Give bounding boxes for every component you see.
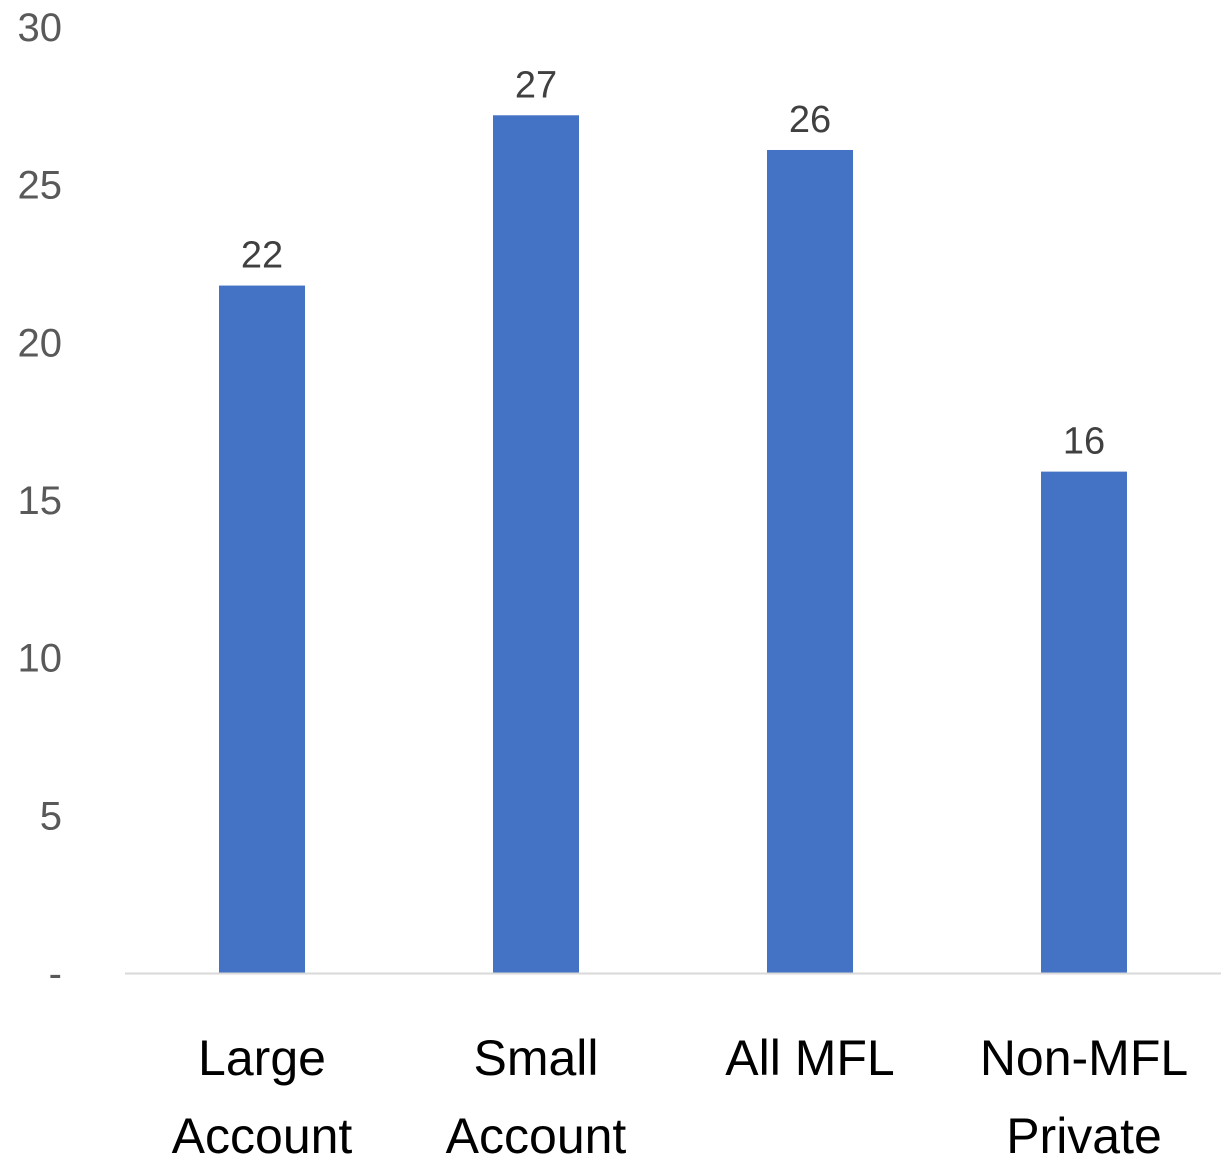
data-label: 26 <box>789 99 831 141</box>
data-label: 27 <box>515 64 557 106</box>
y-tick-label: 30 <box>18 6 63 50</box>
y-tick-label: 20 <box>18 321 63 365</box>
x-tick-label: Non-MFL <box>980 1030 1188 1086</box>
x-tick-label: Small <box>473 1030 598 1086</box>
x-tick-label: Private <box>1006 1108 1162 1160</box>
y-tick-label: - <box>49 952 62 996</box>
y-tick-label: 15 <box>18 479 63 523</box>
x-tick-label: All MFL <box>725 1030 894 1086</box>
data-label: 16 <box>1063 421 1105 463</box>
bar <box>767 149 853 974</box>
x-tick-label: Account <box>446 1108 627 1160</box>
bar <box>219 285 305 973</box>
bar <box>493 115 579 973</box>
data-label: 22 <box>241 235 283 277</box>
y-tick-label: 25 <box>18 164 63 208</box>
y-tick-label: 10 <box>18 637 63 681</box>
x-tick-label: Large <box>198 1030 326 1086</box>
bar <box>1041 471 1127 973</box>
x-tick-label: Account <box>172 1108 353 1160</box>
y-tick-label: 5 <box>40 794 62 838</box>
